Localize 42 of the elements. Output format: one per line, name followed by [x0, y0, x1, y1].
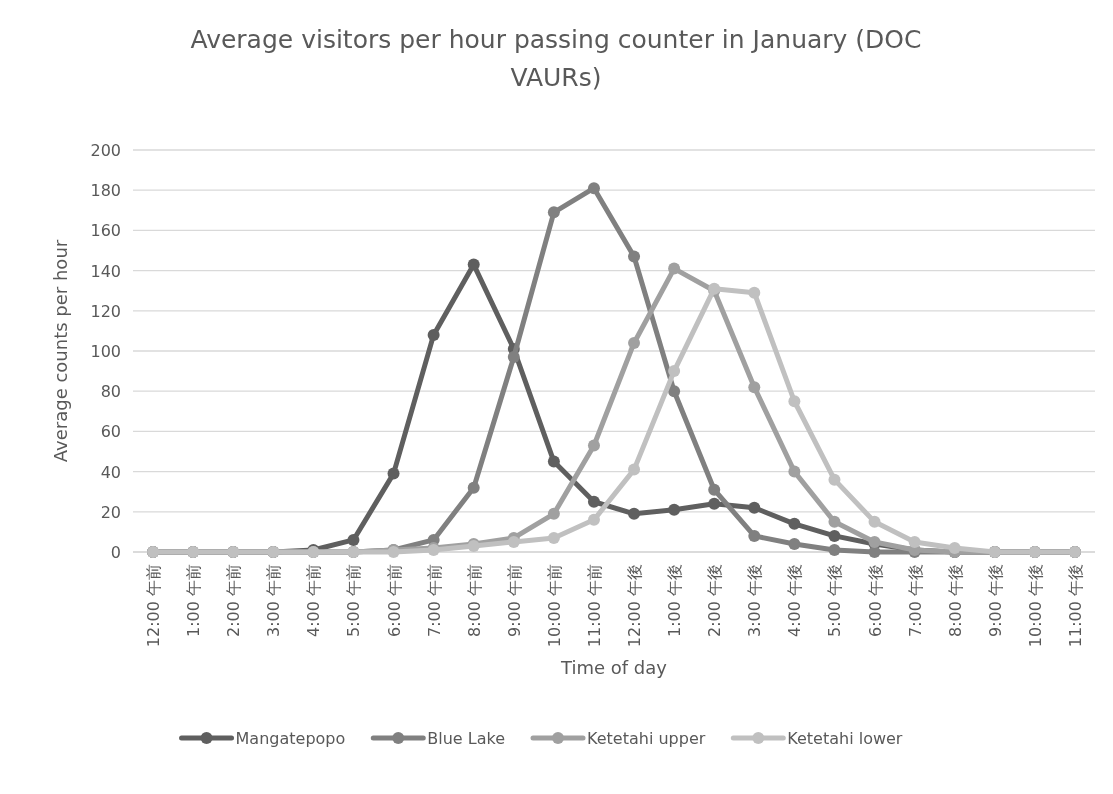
y-tick-label: 120: [90, 301, 121, 321]
x-tick-label: 4:00 午前: [304, 564, 324, 638]
y-tick-label: 80: [100, 382, 121, 402]
legend-label: Mangatepopo: [235, 729, 346, 748]
x-tick-label: 4:00 午後: [785, 564, 805, 638]
y-tick-label: 100: [90, 342, 121, 361]
y-tick-label: 180: [90, 181, 121, 201]
x-tick-label: 2:00 午前: [224, 564, 244, 638]
x-tick-label: 1:00 午後: [665, 564, 685, 638]
x-tick-label: 12:00 午前: [144, 564, 164, 648]
x-tick-label: 9:00 午後: [985, 564, 1005, 638]
x-tick-label: 9:00 午前: [504, 564, 524, 638]
legend-label: Ketetahi lower: [787, 729, 903, 748]
y-axis-title: Average counts per hour: [50, 239, 71, 463]
x-tick-label: 11:00 午後: [1065, 564, 1085, 648]
x-tick-label: 5:00 午前: [344, 564, 364, 638]
x-tick-label: 12:00 午後: [625, 564, 645, 648]
y-tick-label: 160: [90, 221, 121, 241]
x-tick-label: 6:00 午前: [384, 564, 404, 638]
y-tick-label: 20: [100, 502, 121, 522]
y-tick-label: 40: [100, 462, 121, 482]
x-tick-label: 5:00 午後: [825, 564, 845, 638]
legend-label: Ketetahi upper: [587, 729, 706, 748]
legend-label: Blue Lake: [427, 729, 506, 748]
y-tick-label: 140: [90, 261, 121, 281]
x-tick-label: 10:00 午後: [1025, 564, 1045, 648]
x-tick-label: 8:00 午後: [945, 564, 965, 638]
x-tick-label: 6:00 午後: [865, 564, 885, 638]
y-tick-label: 60: [100, 422, 121, 442]
x-tick-label: 3:00 午後: [745, 564, 765, 638]
y-tick-label: 0: [110, 543, 121, 562]
x-tick-label: 11:00 午前: [584, 564, 604, 648]
x-tick-label: 1:00 午前: [184, 564, 204, 638]
x-tick-label: 8:00 午前: [464, 564, 484, 638]
x-tick-label: 10:00 午前: [544, 564, 564, 648]
x-tick-label: 7:00 午前: [424, 564, 444, 638]
title: Average visitors per hour passing counter in January (DOC VAURs): [190, 25, 922, 92]
x-tick-label: 2:00 午後: [705, 564, 725, 638]
x-tick-label: 7:00 午後: [905, 564, 925, 638]
x-axis-title: Time of day: [560, 657, 668, 678]
x-tick-label: 3:00 午前: [264, 564, 284, 638]
y-tick-label: 200: [90, 141, 121, 160]
